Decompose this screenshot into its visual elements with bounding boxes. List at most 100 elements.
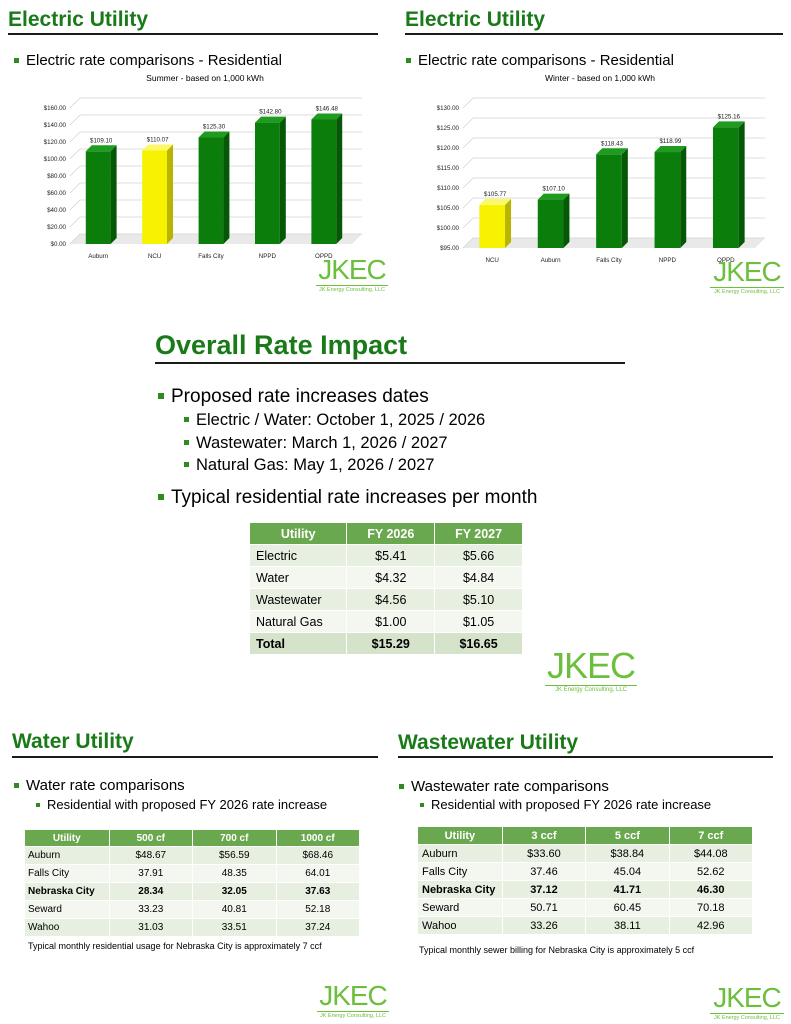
table-cell: 33.51 xyxy=(192,918,277,937)
gridline xyxy=(462,157,474,169)
gridline xyxy=(69,216,81,228)
logo-mark: JKEC xyxy=(546,645,636,686)
bar xyxy=(654,152,681,248)
table-row: Electric $5.41 $5.66 xyxy=(248,544,523,567)
table-cell: 37.12 xyxy=(501,880,587,899)
heading-rule xyxy=(398,756,773,758)
table-cell: 37.24 xyxy=(275,918,360,937)
table-cell: $5.10 xyxy=(434,588,523,611)
bar-top xyxy=(537,193,570,200)
data-label: $142.80 xyxy=(259,109,282,116)
gridline xyxy=(462,237,474,249)
table-row: Falls City 37.46 45.04 52.62 xyxy=(417,862,754,881)
y-tick-label: $40.00 xyxy=(47,207,66,214)
table-cell: Falls City xyxy=(417,862,503,881)
logo-mark: JKEC xyxy=(713,982,782,1013)
category-label: Falls City xyxy=(198,253,224,260)
bullet-square xyxy=(36,802,40,807)
y-tick-label: $20.00 xyxy=(47,224,66,231)
bullet-square xyxy=(158,493,164,500)
bullet-square xyxy=(184,440,189,446)
bullet-square xyxy=(158,392,164,399)
water-heading: Water Utility xyxy=(12,730,134,753)
table-cell: 42.96 xyxy=(668,916,754,935)
overall-rate-table: Utility FY 2026 FY 2027 Electric $5.41 $… xyxy=(248,522,523,655)
table-header: 700 cf xyxy=(192,829,277,847)
data-label: $105.77 xyxy=(484,191,507,198)
data-label: $118.43 xyxy=(601,140,623,147)
jkec-logo: JKEC JK Energy Consulting, LLC xyxy=(545,648,637,693)
table-cell: 45.04 xyxy=(585,862,670,881)
logo-subtitle: JK Energy Consulting, LLC xyxy=(317,1011,389,1019)
heading-rule xyxy=(155,362,625,364)
table-cell: 48.35 xyxy=(192,864,277,883)
bar xyxy=(712,127,739,248)
table-cell: $5.41 xyxy=(346,544,436,567)
water-sub-bullet: Residential with proposed FY 2026 rate i… xyxy=(36,797,327,812)
table-cell: Falls City xyxy=(24,864,110,883)
table-row: Seward 50.71 60.45 70.18 xyxy=(417,898,754,917)
table-cell: 52.18 xyxy=(275,900,360,919)
gridline xyxy=(69,165,81,177)
table-cell: 70.18 xyxy=(668,898,754,917)
bar xyxy=(479,204,506,248)
table-cell: Seward xyxy=(24,900,110,919)
bar-side xyxy=(223,131,230,244)
category-label: NCU xyxy=(148,253,161,260)
data-label: $146.48 xyxy=(316,105,339,112)
bar xyxy=(198,137,224,244)
table-cell: $16.65 xyxy=(434,632,523,655)
table-cell: 28.34 xyxy=(108,882,194,901)
y-tick-label: $125.00 xyxy=(437,125,460,132)
table-cell: $38.84 xyxy=(585,844,670,863)
bar-top xyxy=(311,113,343,120)
bar xyxy=(311,119,337,244)
category-label: NPPD xyxy=(659,257,677,264)
table-header: Utility xyxy=(248,522,348,545)
logo-mark: JKEC xyxy=(318,254,387,285)
bullet-square xyxy=(406,57,411,63)
y-tick-label: $115.00 xyxy=(437,165,459,172)
electric-winter-bullet: Electric rate comparisons - Residential xyxy=(406,52,674,69)
bullet-text: Residential with proposed FY 2026 rate i… xyxy=(47,797,328,812)
wastewater-bullet: Wastewater rate comparisons xyxy=(399,778,609,795)
bullet-square xyxy=(184,462,189,468)
table-row: Auburn $33.60 $38.84 $44.08 xyxy=(417,844,754,863)
table-cell: 37.91 xyxy=(108,864,194,883)
jkec-logo: JKEC JK Energy Consulting, LLC xyxy=(317,982,389,1019)
bullet-text: Electric / Water: October 1, 2025 / 2026 xyxy=(196,411,486,429)
bar-top xyxy=(654,146,687,153)
table-cell: $44.08 xyxy=(668,844,754,863)
table-header: 1000 cf xyxy=(275,829,360,847)
table-row-highlight: Nebraska City 37.12 41.71 46.30 xyxy=(417,880,754,899)
gridline xyxy=(69,233,81,245)
bullet-square xyxy=(399,783,404,789)
gridline xyxy=(462,217,474,229)
logo-mark: JKEC xyxy=(319,980,388,1011)
bullet-square xyxy=(14,782,19,788)
y-tick-label: $60.00 xyxy=(47,190,66,197)
bar-side xyxy=(563,193,570,248)
wastewater-rate-table: Utility 3 ccf 5 ccf 7 ccf Auburn $33.60 … xyxy=(417,826,754,935)
bullet-text: Typical residential rate increases per m… xyxy=(171,487,538,508)
table-cell: $68.46 xyxy=(275,846,360,865)
bullet-text: Natural Gas: May 1, 2026 / 2027 xyxy=(196,456,435,474)
electric-summer-heading: Electric Utility xyxy=(8,8,149,31)
table-cell: Auburn xyxy=(417,844,503,863)
table-row: Wastewater $4.56 $5.10 xyxy=(248,588,523,611)
data-label: $118.99 xyxy=(659,138,681,145)
table-cell: 50.71 xyxy=(501,898,587,917)
bullet-square xyxy=(420,802,424,807)
bullet-text: Water rate comparisons xyxy=(26,777,185,794)
table-header-row: Utility FY 2026 FY 2027 xyxy=(248,522,523,545)
y-tick-label: $100.00 xyxy=(437,225,460,232)
water-rate-table: Utility 500 cf 700 cf 1000 cf Auburn $48… xyxy=(24,829,360,937)
y-tick-label: $0.00 xyxy=(51,241,67,248)
bar-top xyxy=(596,148,628,155)
logo-subtitle: JK Energy Consulting, LLC xyxy=(545,685,637,693)
gridline xyxy=(69,114,81,126)
table-row: Falls City 37.91 48.35 64.01 xyxy=(24,864,360,883)
y-tick-label: $95.00 xyxy=(440,245,459,252)
bar-side xyxy=(738,121,745,248)
table-cell: 38.11 xyxy=(585,916,670,935)
